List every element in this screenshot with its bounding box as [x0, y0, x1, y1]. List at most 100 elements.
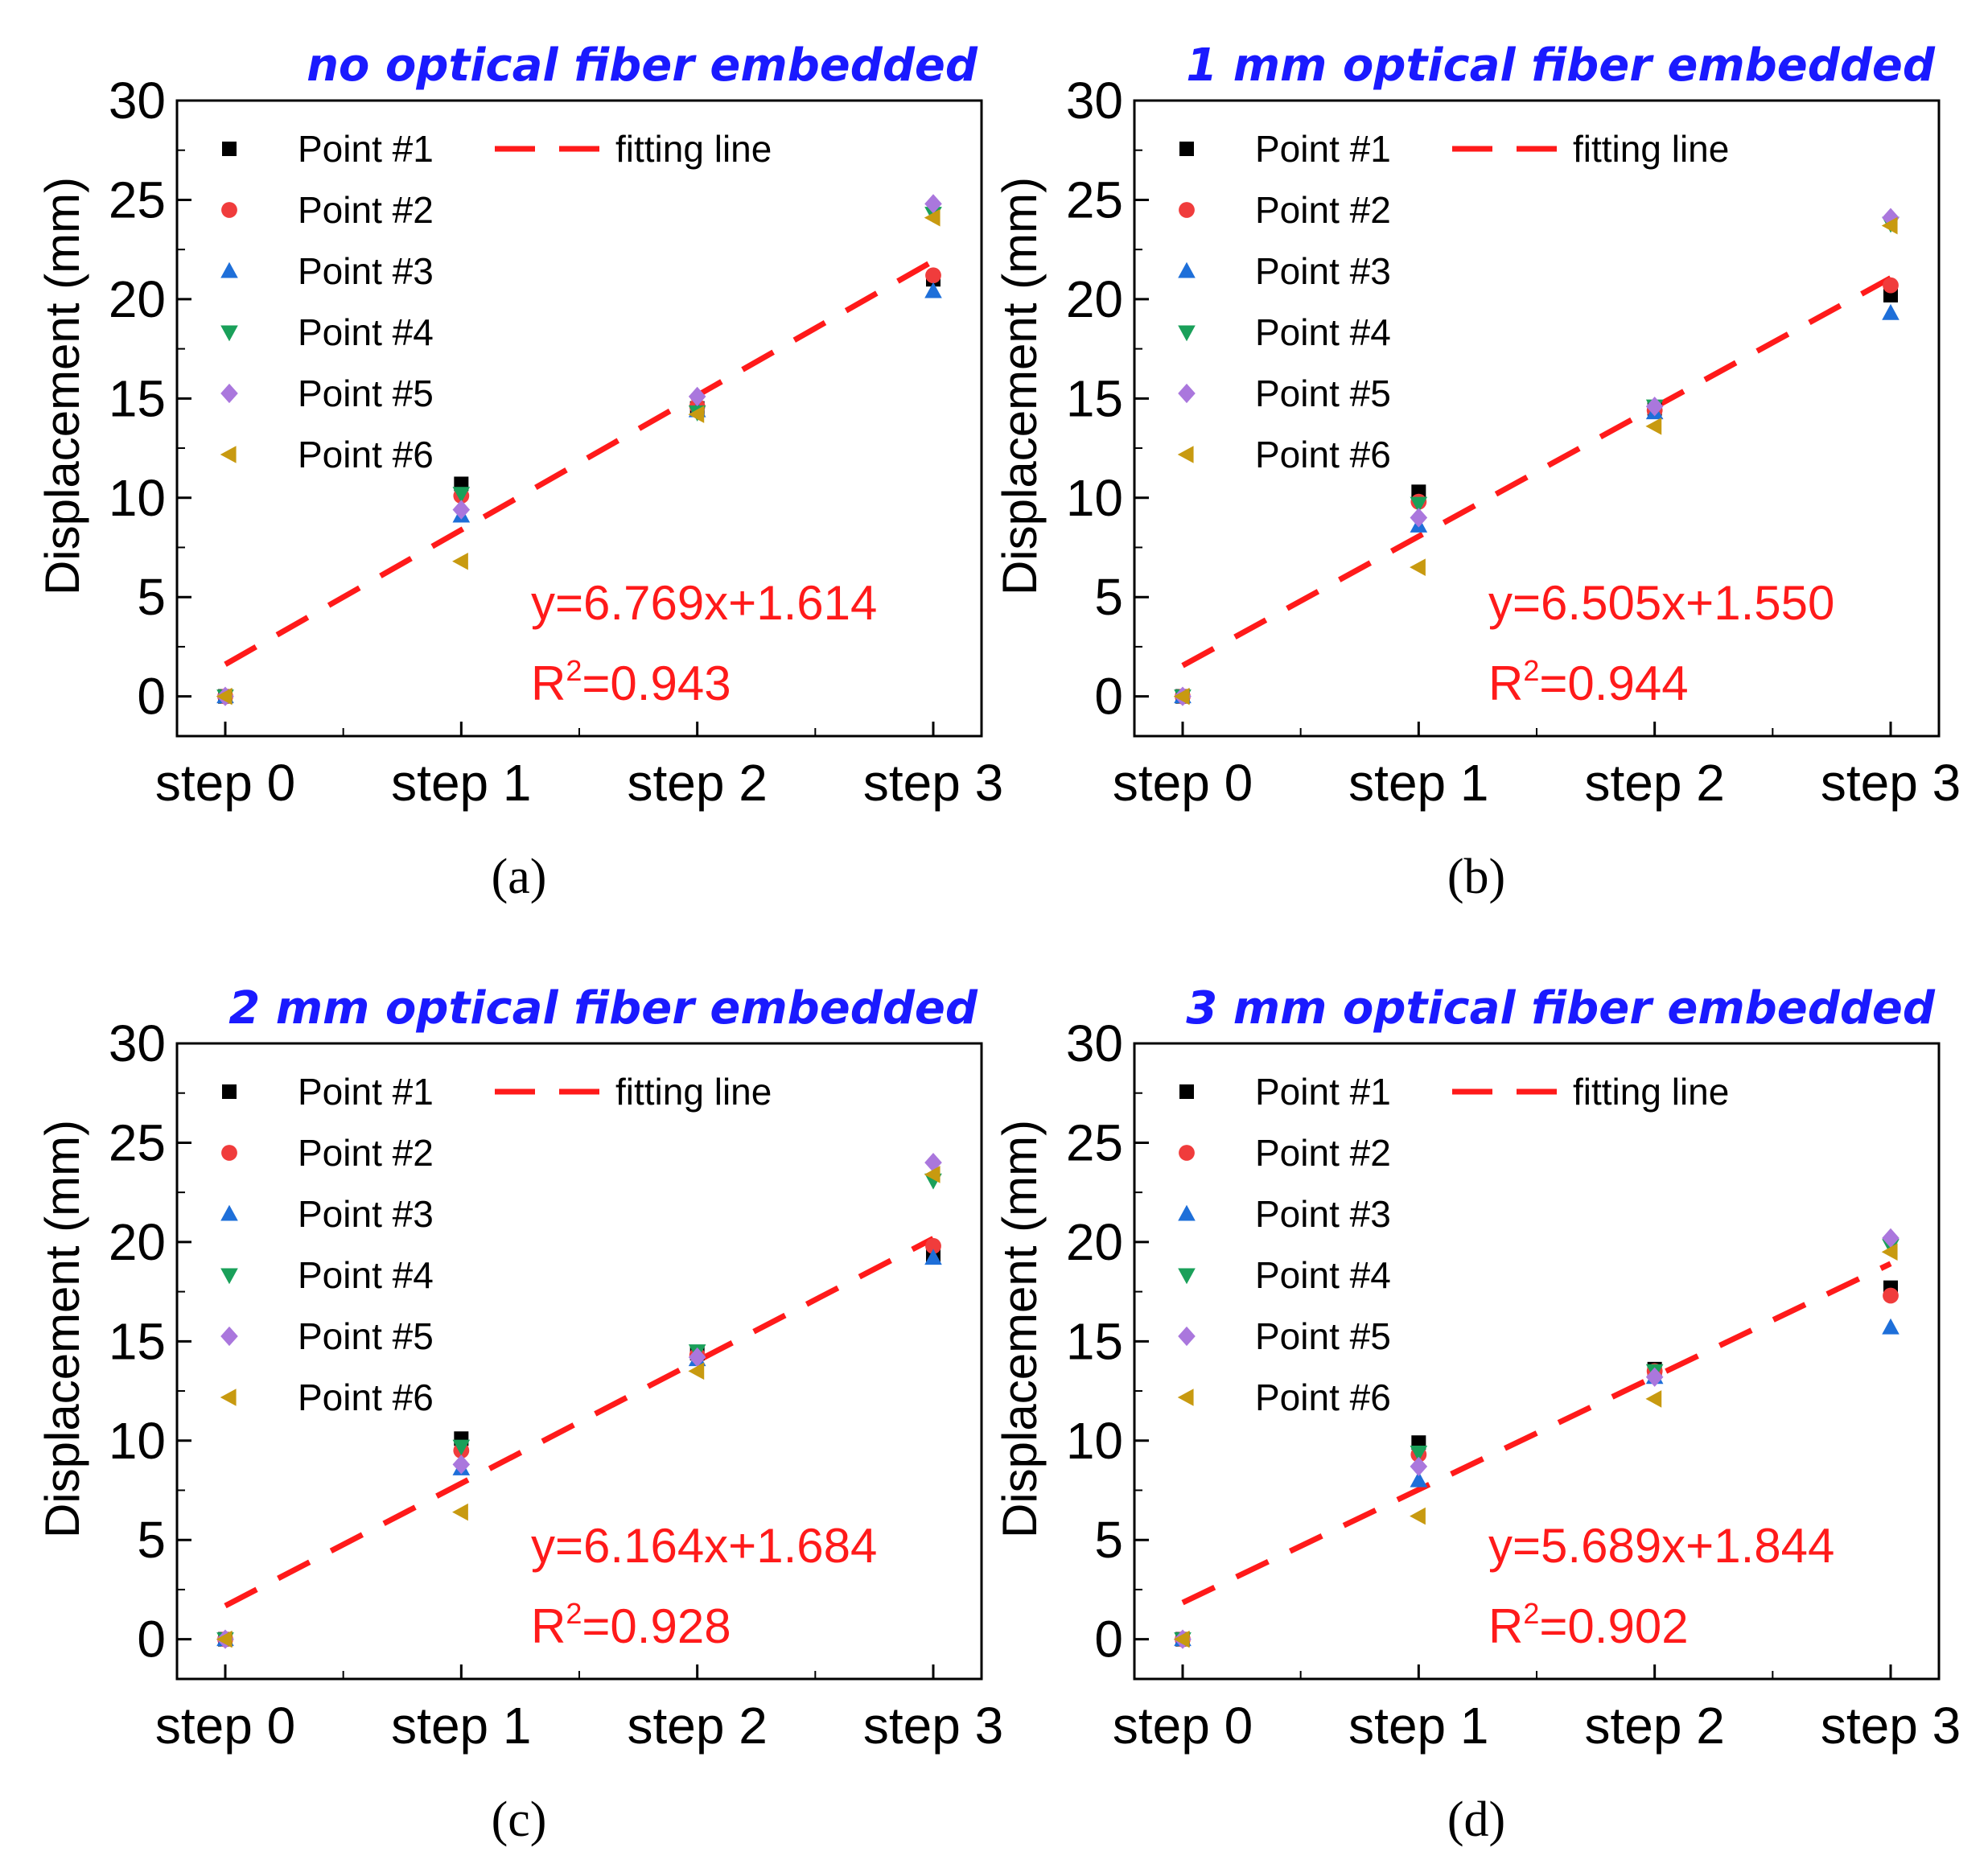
- data-point: [1410, 558, 1426, 576]
- r-squared-superscript: 2: [566, 1597, 582, 1630]
- fit-equation: y=6.164x+1.684: [531, 1519, 877, 1573]
- data-point: [924, 1166, 940, 1183]
- y-tick-label: 5: [137, 1511, 166, 1569]
- x-tick-label: step 3: [1821, 1697, 1961, 1755]
- legend-marker: [220, 446, 237, 463]
- data-point: [1410, 1507, 1426, 1525]
- legend-label: Point #1: [1255, 1071, 1391, 1113]
- data-point: [452, 1439, 471, 1456]
- legend-label: Point #5: [1255, 1315, 1391, 1357]
- x-tick-label: step 1: [391, 754, 531, 812]
- data-point: [216, 687, 233, 706]
- chart-title: 1 mm optical fiber embedded: [1186, 39, 1936, 92]
- data-point: [1883, 1287, 1899, 1304]
- legend-marker: [222, 142, 237, 156]
- legend-label-fit: fitting line: [615, 128, 772, 170]
- x-tick-label: step 2: [1584, 1697, 1724, 1755]
- legend-marker: [1178, 261, 1196, 278]
- legend-marker: [221, 202, 237, 218]
- data-point: [1645, 397, 1664, 417]
- y-tick-label: 30: [1066, 72, 1123, 130]
- data-point: [924, 208, 940, 227]
- y-tick-label: 25: [1066, 1113, 1123, 1171]
- fit-equation: y=6.505x+1.550: [1488, 576, 1834, 630]
- legend-label: Point #2: [298, 1132, 434, 1174]
- y-tick-label: 15: [109, 1312, 166, 1370]
- data-point: [452, 1503, 468, 1521]
- data-point: [1410, 1456, 1428, 1476]
- x-tick-label: step 2: [627, 1697, 767, 1755]
- x-tick-label: step 3: [863, 754, 1003, 812]
- chart-panel-d: 3 mm optical fiber embedded 0 5 10 15 20 25 30 s…: [993, 982, 1961, 1847]
- legend-marker: [1177, 1389, 1194, 1406]
- data-point: [452, 487, 471, 504]
- r-squared-value: =0.902: [1539, 1599, 1688, 1653]
- legend-label: Point #4: [1255, 311, 1391, 353]
- y-axis-label: Displacement (mm): [993, 177, 1047, 595]
- chart-title: no optical fiber embedded: [307, 39, 978, 92]
- x-tick-label: step 1: [391, 1697, 531, 1755]
- y-tick-label: 20: [1066, 270, 1123, 328]
- y-tick-label: 25: [109, 1113, 166, 1171]
- legend-label: Point #6: [1255, 1376, 1391, 1418]
- y-tick-label: 10: [109, 1412, 166, 1470]
- fit-r-squared: R2=0.943: [531, 654, 731, 710]
- data-point: [1881, 216, 1898, 235]
- legend-marker: [1178, 1326, 1196, 1347]
- y-tick-label: 20: [109, 270, 166, 328]
- y-tick-label: 0: [137, 668, 166, 726]
- panel-caption: (c): [492, 1792, 547, 1847]
- legend-marker: [1177, 446, 1194, 463]
- legend-marker: [222, 1084, 237, 1099]
- legend-label-fit: fitting line: [615, 1071, 772, 1113]
- y-tick-label: 30: [109, 1014, 166, 1072]
- data-point: [924, 1249, 942, 1265]
- fitting-line: [224, 258, 935, 667]
- legend-label: Point #3: [1255, 1193, 1391, 1235]
- r-squared-prefix: R: [1488, 1599, 1523, 1653]
- legend-label: Point #2: [1255, 189, 1391, 231]
- legend-label: Point #3: [1255, 250, 1391, 292]
- chart-title: 2 mm optical fiber embedded: [228, 982, 978, 1035]
- data-point: [1883, 277, 1899, 294]
- data-point: [452, 1454, 471, 1475]
- x-tick-label: step 2: [627, 754, 767, 812]
- fitting-line: [1181, 275, 1892, 669]
- data-point: [1882, 1318, 1900, 1335]
- x-tick-label: step 0: [1113, 1697, 1253, 1755]
- y-tick-label: 5: [1094, 1511, 1123, 1569]
- x-tick-label: step 0: [155, 754, 295, 812]
- r-squared-value: =0.943: [582, 656, 731, 710]
- legend-marker: [1179, 1145, 1195, 1161]
- data-point: [1173, 687, 1190, 706]
- y-tick-label: 10: [1066, 1412, 1123, 1470]
- chart-panel-c: 2 mm optical fiber embedded 0 5 10 15 20 25 30 s…: [35, 982, 1003, 1847]
- legend-label: Point #6: [1255, 434, 1391, 475]
- fit-r-squared: R2=0.944: [1488, 654, 1689, 710]
- legend-label: Point #2: [298, 189, 434, 231]
- fitting-line: [1181, 1261, 1892, 1606]
- y-tick-label: 0: [1094, 668, 1123, 726]
- r-squared-value: =0.928: [582, 1599, 731, 1653]
- legend-marker: [1179, 142, 1194, 156]
- y-tick-label: 25: [109, 171, 166, 228]
- y-tick-label: 30: [1066, 1014, 1123, 1072]
- legend-label: Point #6: [298, 1376, 434, 1418]
- chart-title: 3 mm optical fiber embedded: [1186, 982, 1936, 1035]
- y-tick-label: 5: [137, 568, 166, 626]
- panel-caption: (d): [1447, 1792, 1505, 1847]
- fit-r-squared: R2=0.902: [1488, 1597, 1689, 1653]
- legend-marker: [220, 1204, 238, 1221]
- data-point: [1410, 1471, 1428, 1487]
- legend-marker: [1178, 1268, 1196, 1285]
- r-squared-prefix: R: [1488, 656, 1523, 710]
- y-tick-label: 5: [1094, 568, 1123, 626]
- y-tick-label: 20: [109, 1213, 166, 1271]
- r-squared-superscript: 2: [1523, 654, 1539, 687]
- data-point: [688, 386, 706, 406]
- legend-label: Point #3: [298, 250, 434, 292]
- fit-equation: y=6.769x+1.614: [531, 576, 877, 630]
- y-axis-label: Displacement (mm): [993, 1120, 1047, 1538]
- legend-marker: [1178, 383, 1196, 404]
